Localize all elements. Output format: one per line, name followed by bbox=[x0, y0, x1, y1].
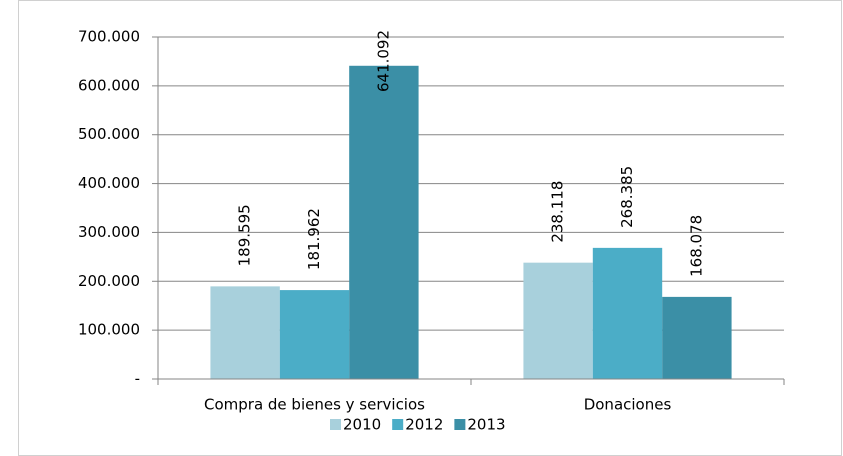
chart-border bbox=[18, 0, 842, 456]
legend-label: 2010 bbox=[343, 416, 381, 434]
bar bbox=[210, 286, 280, 379]
bar bbox=[279, 290, 350, 379]
y-tick-label: 400.000 bbox=[78, 174, 140, 192]
x-tick-label: Donaciones bbox=[584, 396, 672, 414]
legend-swatch bbox=[392, 419, 404, 430]
bar bbox=[662, 296, 732, 379]
bar bbox=[523, 262, 593, 379]
legend-label: 2013 bbox=[467, 416, 505, 434]
legend-label: 2012 bbox=[405, 416, 443, 434]
y-tick-label: 700.000 bbox=[78, 28, 140, 46]
y-tick-label: 600.000 bbox=[78, 76, 140, 94]
x-tick-label: Compra de bienes y servicios bbox=[204, 396, 425, 414]
y-tick-label: 300.000 bbox=[78, 223, 140, 241]
value-label: 181.962 bbox=[305, 208, 323, 270]
value-label: 168.078 bbox=[687, 215, 705, 277]
legend-swatch bbox=[330, 419, 341, 430]
value-label: 189.595 bbox=[236, 204, 254, 266]
bar bbox=[592, 247, 663, 379]
y-tick-label: - bbox=[135, 370, 140, 388]
bar bbox=[349, 65, 419, 380]
value-label: 641.092 bbox=[374, 30, 392, 92]
y-tick-label: 200.000 bbox=[78, 272, 140, 290]
value-label: 268.385 bbox=[618, 166, 636, 228]
y-tick-label: 100.000 bbox=[78, 321, 140, 339]
value-label: 238.118 bbox=[549, 181, 567, 243]
y-tick-label: 500.000 bbox=[78, 125, 140, 143]
legend-swatch bbox=[454, 419, 466, 430]
